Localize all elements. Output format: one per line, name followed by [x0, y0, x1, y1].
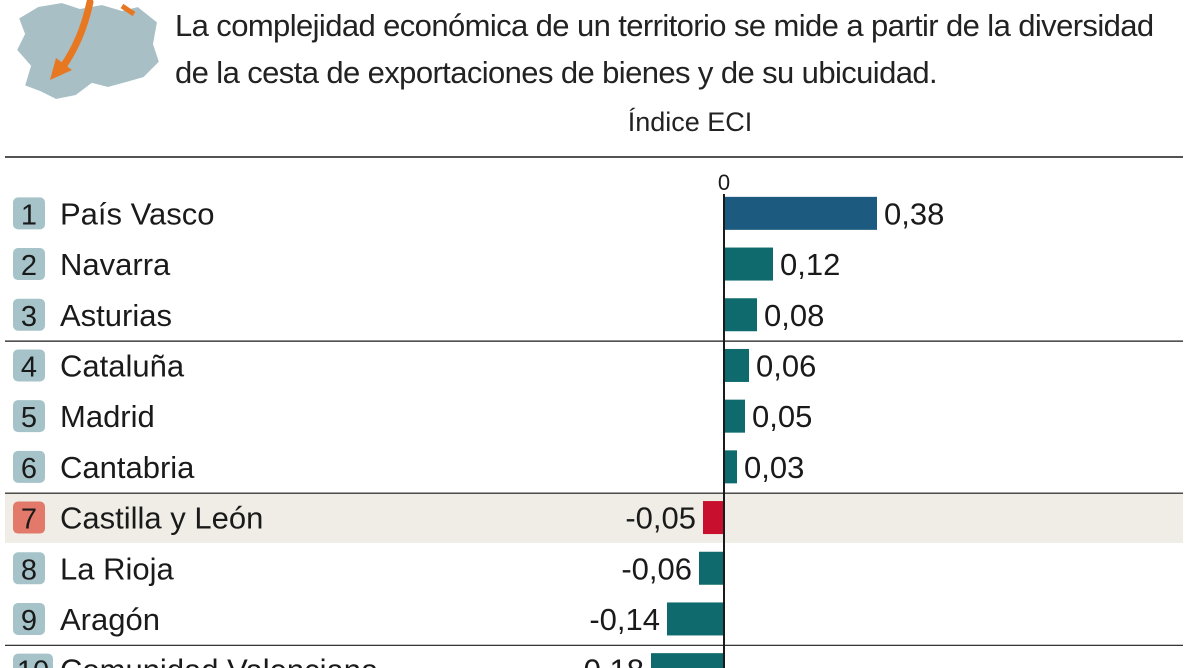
- rank-number: 9: [21, 605, 37, 637]
- bar: [725, 399, 745, 433]
- rank-badge: [13, 349, 45, 382]
- rank-number: 2: [21, 250, 37, 282]
- value-label: -0,06: [621, 551, 692, 586]
- region-label: Asturias: [60, 298, 172, 333]
- region-label: Cantabria: [60, 450, 195, 485]
- rank-number: 6: [21, 453, 37, 485]
- value-label: 0,38: [884, 196, 944, 231]
- bar: [667, 602, 723, 636]
- bar: [699, 551, 723, 585]
- arrow-down-left-icon: [58, 0, 94, 72]
- rank-number: 5: [21, 402, 37, 434]
- value-label: -0,05: [625, 501, 696, 536]
- region-label: Aragón: [60, 602, 160, 637]
- value-label: -0,14: [589, 602, 660, 637]
- region-label: Castilla y León: [60, 501, 263, 536]
- value-label: 0,03: [744, 450, 804, 485]
- bar: [725, 348, 749, 382]
- rank-number: 3: [21, 301, 37, 333]
- rank-number: 1: [21, 199, 37, 231]
- value-label: 0,08: [764, 298, 824, 333]
- rank-badge: [13, 602, 45, 635]
- value-label: -0,18: [573, 653, 644, 668]
- bar: [725, 298, 757, 332]
- rank-badge: [13, 552, 45, 585]
- rank-badge: [13, 450, 45, 483]
- region-label: Madrid: [60, 399, 155, 434]
- region-label: Comunidad Valenciana: [60, 653, 379, 668]
- rank-badge: [13, 248, 45, 281]
- value-label: 0,06: [756, 348, 816, 383]
- rank-badge: [13, 501, 45, 534]
- rank-badge: [13, 298, 45, 331]
- bar: [725, 247, 773, 281]
- rank-number: 10: [17, 656, 49, 668]
- bar: [725, 196, 877, 230]
- arrow-up-right-icon: [120, 3, 136, 17]
- arrow-head: [50, 58, 72, 80]
- chart-description: La complejidad económica de un territori…: [175, 8, 1154, 90]
- chart-subtitle: Índice ECI: [627, 107, 753, 137]
- region-label: La Rioja: [60, 551, 174, 586]
- region-label: Navarra: [60, 247, 171, 282]
- rank-badge: [13, 197, 45, 230]
- rank-badge: [13, 400, 45, 433]
- region-label: Cataluña: [60, 348, 185, 383]
- bar: [725, 450, 737, 484]
- highlight-row-background: [5, 492, 1183, 543]
- bar: [703, 501, 723, 535]
- value-label: 0,05: [752, 399, 812, 434]
- rank-number: 8: [21, 554, 37, 586]
- rank-number: 4: [21, 351, 37, 383]
- rank-number: 7: [21, 504, 37, 536]
- region-label: País Vasco: [60, 196, 215, 231]
- value-label: 0,12: [780, 247, 840, 282]
- castilla-leon-map-icon: [14, 0, 160, 100]
- rank-badge: [13, 653, 53, 668]
- bar: [651, 653, 723, 668]
- zero-tick-label: 0: [718, 170, 730, 195]
